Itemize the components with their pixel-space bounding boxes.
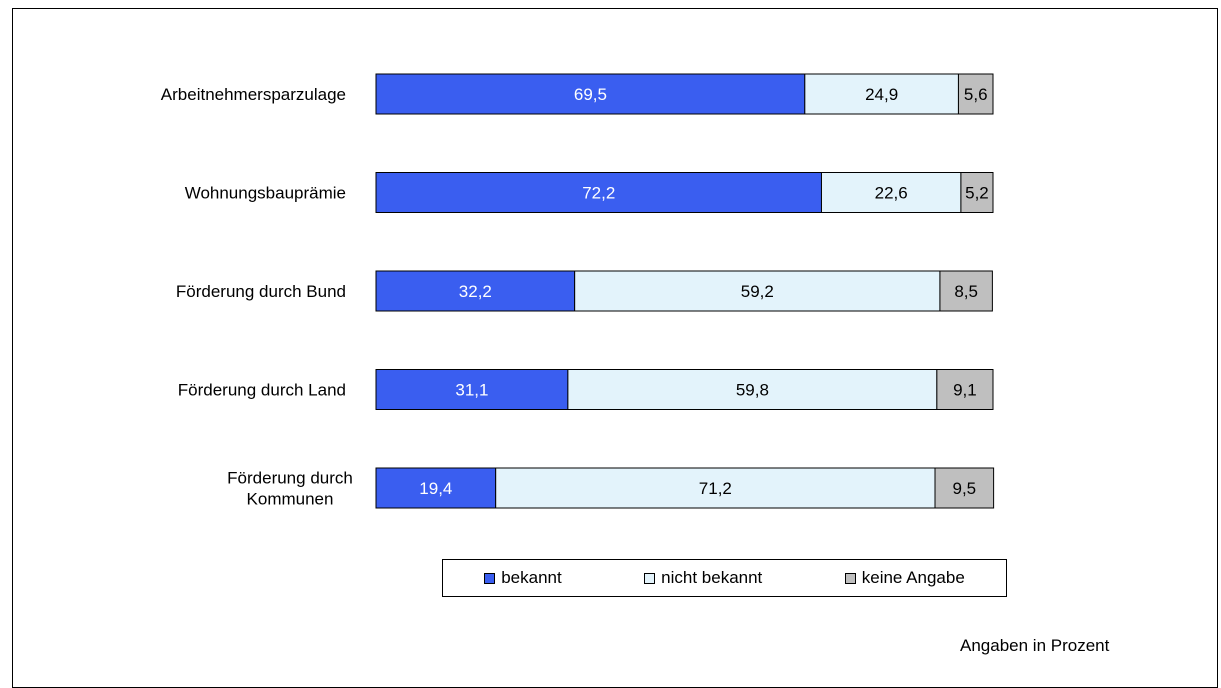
bar-segment-keine-Angabe	[936, 369, 994, 410]
legend: bekannt nicht bekannt keine Angabe	[442, 559, 1007, 597]
bar-segment-keine-Angabe	[939, 270, 993, 312]
data-label: 69,5	[574, 85, 607, 104]
legend-label-bekannt: bekannt	[501, 568, 562, 587]
legend-label-keine-angabe: keine Angabe	[861, 568, 965, 587]
legend-item-nicht-bekannt: nicht bekannt	[644, 568, 762, 588]
legend-label-nicht-bekannt: nicht bekannt	[661, 568, 763, 587]
data-label: 24,9	[865, 85, 898, 104]
bar-segment-nicht-bekannt	[820, 172, 962, 213]
bar-segment-bekannt	[375, 172, 822, 213]
data-label: 31,1	[455, 381, 488, 400]
data-label: 8,5	[954, 282, 978, 301]
data-label: 5,2	[965, 184, 989, 203]
bar-segment-bekannt	[375, 270, 576, 312]
legend-swatch-keine-angabe	[844, 572, 856, 584]
legend-swatch-nicht-bekannt	[644, 572, 656, 584]
category-label: Wohnungsbauprämie	[185, 184, 346, 203]
bar-segment-bekannt	[375, 73, 806, 115]
bar-segment-nicht-bekannt	[574, 270, 941, 312]
category-label: Förderung durch Land	[178, 381, 346, 400]
bar-segment-bekannt	[375, 369, 569, 410]
data-label: 9,1	[953, 381, 977, 400]
data-label: 72,2	[582, 184, 615, 203]
bar-segment-nicht-bekannt	[804, 73, 959, 115]
bar-segment-keine-Angabe	[957, 73, 994, 115]
data-label: 19,4	[419, 479, 452, 498]
data-label: 59,2	[741, 282, 774, 301]
legend-item-bekannt: bekannt	[484, 568, 562, 588]
legend-item-keine-angabe: keine Angabe	[844, 568, 965, 588]
legend-swatch-bekannt	[484, 572, 496, 584]
category-label: Förderung durch Bund	[176, 282, 346, 301]
bar-segment-bekannt	[375, 467, 497, 509]
data-label: 22,6	[875, 184, 908, 203]
bar-segment-keine-Angabe	[934, 467, 995, 509]
unit-note: Angaben in Prozent	[960, 636, 1110, 655]
data-label: 71,2	[699, 479, 732, 498]
data-label: 59,8	[736, 381, 769, 400]
category-label: Arbeitnehmersparzulage	[161, 85, 346, 104]
data-label: 9,5	[952, 479, 976, 498]
category-label: Förderung durch Kommunen	[227, 469, 353, 509]
data-label: 32,2	[459, 282, 492, 301]
bar-segment-keine-Angabe	[960, 172, 994, 213]
bar-segment-nicht-bekannt	[495, 467, 936, 509]
data-label: 5,6	[964, 85, 988, 104]
